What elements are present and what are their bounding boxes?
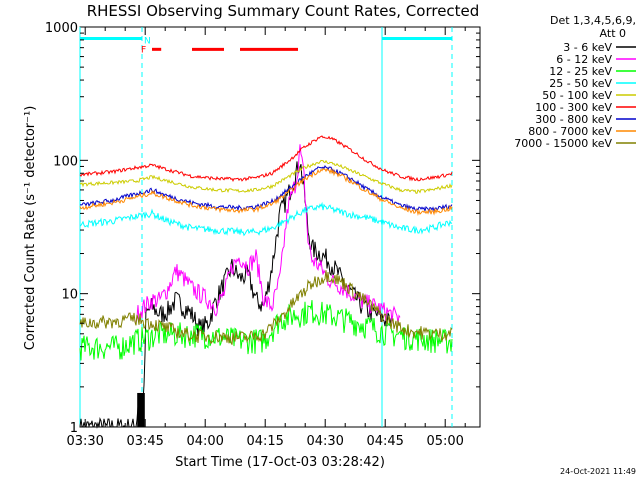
x-tick-label-5: 04:45 <box>366 434 403 449</box>
legend-label-2: 12 - 25 keV <box>549 65 612 78</box>
legend-label-4: 50 - 100 keV <box>542 89 612 102</box>
x-tick-label-6: 05:00 <box>426 434 463 449</box>
axis-ticks: 1 10 100 1000 03:30 03:45 04:00 04:15 04:30 04:45… <box>45 21 480 449</box>
legend-label-1: 6 - 12 keV <box>556 53 612 66</box>
y-tick-label-2: 100 <box>53 154 78 169</box>
series-line-0 <box>79 161 393 429</box>
plot-frame <box>79 26 481 428</box>
y-axis-label: Corrected Count Rate (s⁻¹ detector⁻¹) <box>23 106 38 351</box>
flag-n-label: N <box>144 36 151 46</box>
legend-label-5: 100 - 300 keV <box>535 101 612 114</box>
x-tick-label-4: 04:30 <box>306 434 343 449</box>
series-line-4 <box>79 159 453 194</box>
x-tick-label-1: 03:45 <box>126 434 163 449</box>
series-line-8 <box>79 270 453 345</box>
legend-label-6: 300 - 800 keV <box>535 113 612 126</box>
plot-marks: NF <box>79 27 453 429</box>
data-gap-block <box>137 392 145 427</box>
x-tick-label-2: 04:00 <box>186 434 223 449</box>
y-tick-label-3: 1000 <box>45 21 78 36</box>
legend-header-line-2: Att 0 <box>600 27 626 40</box>
y-tick-label-0: 1 <box>70 421 78 436</box>
legend-header-line-1: Det 1,3,4,5,6,9, <box>550 14 636 27</box>
series-line-2 <box>79 300 453 361</box>
series-line-3 <box>79 201 453 237</box>
series-line-7 <box>79 167 453 216</box>
legend-label-0: 3 - 6 keV <box>563 41 612 54</box>
flag-f-label: F <box>141 45 146 55</box>
x-tick-label-0: 03:30 <box>66 434 103 449</box>
chart-title: RHESSI Observing Summary Count Rates, Co… <box>87 2 480 20</box>
y-tick-label-1: 10 <box>61 288 78 303</box>
legend-label-8: 7000 - 15000 keV <box>514 137 612 150</box>
legend-label-3: 25 - 50 keV <box>549 77 612 90</box>
timestamp: 24-Oct-2021 11:49 <box>560 467 636 476</box>
series-line-5 <box>79 135 453 182</box>
x-tick-label-3: 04:15 <box>246 434 283 449</box>
legend-label-7: 800 - 7000 keV <box>528 125 612 138</box>
x-axis-label: Start Time (17-Oct-03 03:28:42) <box>175 455 385 470</box>
